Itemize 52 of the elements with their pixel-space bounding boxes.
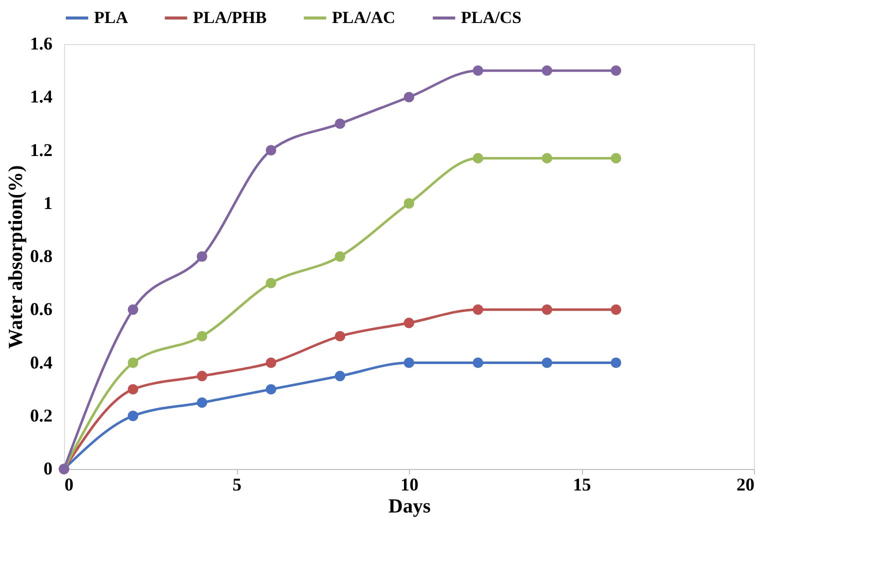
x-tick-label: 10 [400,474,418,494]
y-tick-label: 0.8 [30,246,52,266]
y-tick-label: 0 [44,458,52,478]
point [404,318,414,328]
point [542,304,552,315]
point [266,358,276,368]
point [266,384,276,395]
point [472,304,484,315]
point [128,358,138,368]
x-tick-label: 5 [232,474,242,494]
point [334,370,346,382]
point [334,330,346,342]
point [196,370,208,382]
point [196,251,208,262]
point [542,358,552,368]
point [334,118,346,129]
point [196,397,208,408]
y-axis-title: Water absorption(%) [5,165,27,349]
point [128,304,138,315]
y-tick-label: 1.4 [30,86,52,107]
point [610,304,622,315]
y-tick-label: 0.6 [30,299,52,320]
point [472,65,484,76]
legend-label: PLA/AC [332,8,396,27]
point [266,278,276,288]
point [472,358,484,368]
x-tick-label: 0 [64,474,74,494]
point [128,384,138,395]
point [542,65,552,76]
point [610,358,622,368]
point [542,152,552,164]
y-tick-label: 1.2 [30,140,52,160]
y-tick-label: 1 [44,192,52,213]
point [610,65,622,76]
point [334,251,346,262]
point [472,152,484,164]
x-tick-label: 15 [573,474,591,494]
legend-label: PLA [94,8,129,27]
x-tick-label: 20 [736,474,754,494]
point [196,330,208,342]
legend-label: PLA/PHB [193,8,267,27]
point [404,198,414,209]
legend-label: PLA/CS [461,8,522,27]
point [128,410,138,422]
y-tick-label: 0.2 [30,405,52,426]
x-axis-title: Days [388,496,431,518]
y-tick-label: 1.6 [30,34,52,54]
point [404,92,414,102]
y-tick-label: 0.4 [30,352,52,372]
point [266,145,276,156]
point [404,358,414,368]
point [610,152,622,164]
